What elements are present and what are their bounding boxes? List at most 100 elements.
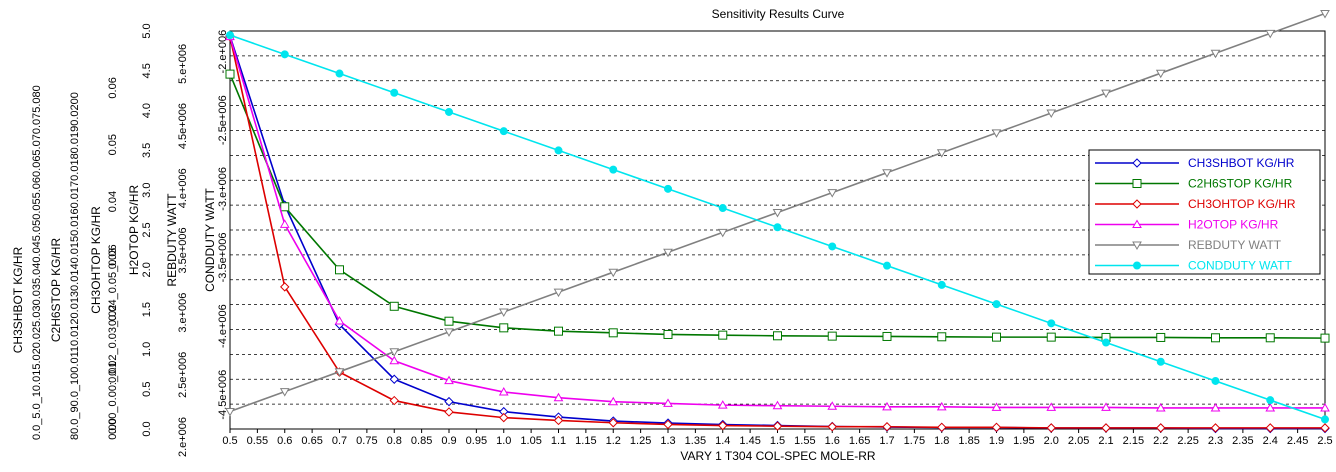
y-tick-label: 4.e+006 [177,168,189,208]
data-point [937,332,947,342]
legend[interactable]: CH3SHBOT KG/HR C2H6STOP KG/HR CH3OHTOP KG/… [1088,149,1321,275]
y-tick-label: 2.5e+006 [177,352,189,398]
data-point [936,149,947,158]
data-point [827,422,837,432]
y-tick-label: -3.5e+006 [217,233,229,283]
x-tick-label: 1.3 [660,435,675,447]
legend-label: H2OTOP KG/HR [1188,218,1279,232]
y-tick-label: -2.5e+006 [217,95,229,145]
y-tick-label: 2.e+006 [177,417,189,457]
y-tick-label: 3.5 [141,143,153,158]
data-point [334,368,345,377]
data-point [280,282,290,292]
data-point [717,228,728,238]
data-point [280,50,289,59]
x-tick-label: 2.0 [1044,435,1059,447]
x-tick-label: 0.55 [247,435,268,447]
data-point [280,202,290,212]
y-tick-label: 1.0 [141,342,153,357]
data-point [937,422,947,433]
data-point [1320,402,1330,412]
data-point [444,375,454,385]
legend-box [1088,149,1321,275]
data-point [1210,402,1221,412]
y-tick-label: 4.5e+006 [177,103,189,149]
data-point [827,331,837,341]
y-tick-label: 5.e+006 [177,44,189,84]
data-point [936,401,947,411]
series-cond [226,31,1329,424]
data-point [718,420,728,431]
data-point [498,308,509,317]
data-point [882,422,892,432]
data-point [1320,423,1330,433]
data-point [1101,89,1111,99]
data-point [773,331,782,341]
series-group [225,9,1330,434]
y-tick-label: 0.04 [107,191,119,212]
x-tick-label: 1.25 [630,435,651,447]
x-tick-label: 2.25 [1177,435,1198,447]
data-point [554,326,563,336]
x-axis: 0.5 0.55 0.6 0.65 0.7 0.75 0.8 0.85 0.9 0.95 1.0 1.… [222,429,1333,447]
y-tick-label: 4.0 [141,103,153,118]
data-point [663,419,673,430]
data-point [1132,219,1142,228]
x-tick-label: 1.85 [958,435,979,447]
data-point [608,418,618,428]
data-point [883,261,891,270]
x-tick-label: 0.5 [222,435,237,447]
data-point [1046,109,1057,118]
data-point [937,280,946,289]
y-tick-label: -4.5e+006 [217,370,229,420]
data-point [444,396,454,407]
data-point [279,219,290,228]
data-point [827,189,838,198]
x-tick-label: 1.7 [879,435,894,447]
series-reb [225,9,1330,417]
data-point [1101,402,1111,411]
data-point [1156,332,1166,342]
y-tick-label: 2.5 [141,222,153,237]
x-tick-label: 1.15 [575,435,596,447]
x-tick-label: 2.1 [1098,435,1113,447]
data-point [828,242,837,251]
data-point [773,223,782,232]
data-point [1132,199,1142,209]
x-tick-label: 2.35 [1232,435,1253,447]
data-point [663,398,673,407]
legend-label: REBDUTY WATT [1188,238,1282,252]
y-tick-label: -3.e+006 [217,167,229,211]
y-tick-label: -2.e+006 [217,30,229,74]
data-point [389,355,400,365]
data-point [226,31,234,40]
data-point [1046,423,1056,433]
data-point [444,316,454,326]
data-point [1265,29,1276,39]
data-point [1102,338,1110,347]
data-point [1155,69,1166,79]
y-tick-label: 2.0 [141,262,153,277]
x-tick-label: 1.45 [739,435,760,447]
x-tick-label: 1.8 [934,435,949,447]
x-tick-label: 2.2 [1153,435,1168,447]
data-point [882,401,892,411]
data-point [279,388,290,397]
y-axis-ticks-ch3oh: 0.00_0.00:_0.02_0.03_0.04_0.05_0.06 [107,244,119,434]
data-point [334,315,345,325]
data-point [499,323,509,333]
data-point [554,146,563,155]
data-point [1156,423,1166,433]
x-tick-label: 0.75 [356,435,377,447]
y-tick-label: 0.03 [107,248,119,269]
x-tick-label: 2.15 [1123,435,1144,447]
x-tick-label: 2.05 [1068,435,1089,447]
x-tick-label: 0.9 [441,435,456,447]
x-tick-label: 1.6 [825,435,840,447]
x-tick-label: 2.4 [1263,435,1278,447]
y-tick-label: 3.e+006 [177,293,189,333]
data-point [663,248,673,258]
data-point [991,422,1002,433]
data-point [1321,415,1329,424]
y-tick-label: 3.0 [141,183,153,198]
